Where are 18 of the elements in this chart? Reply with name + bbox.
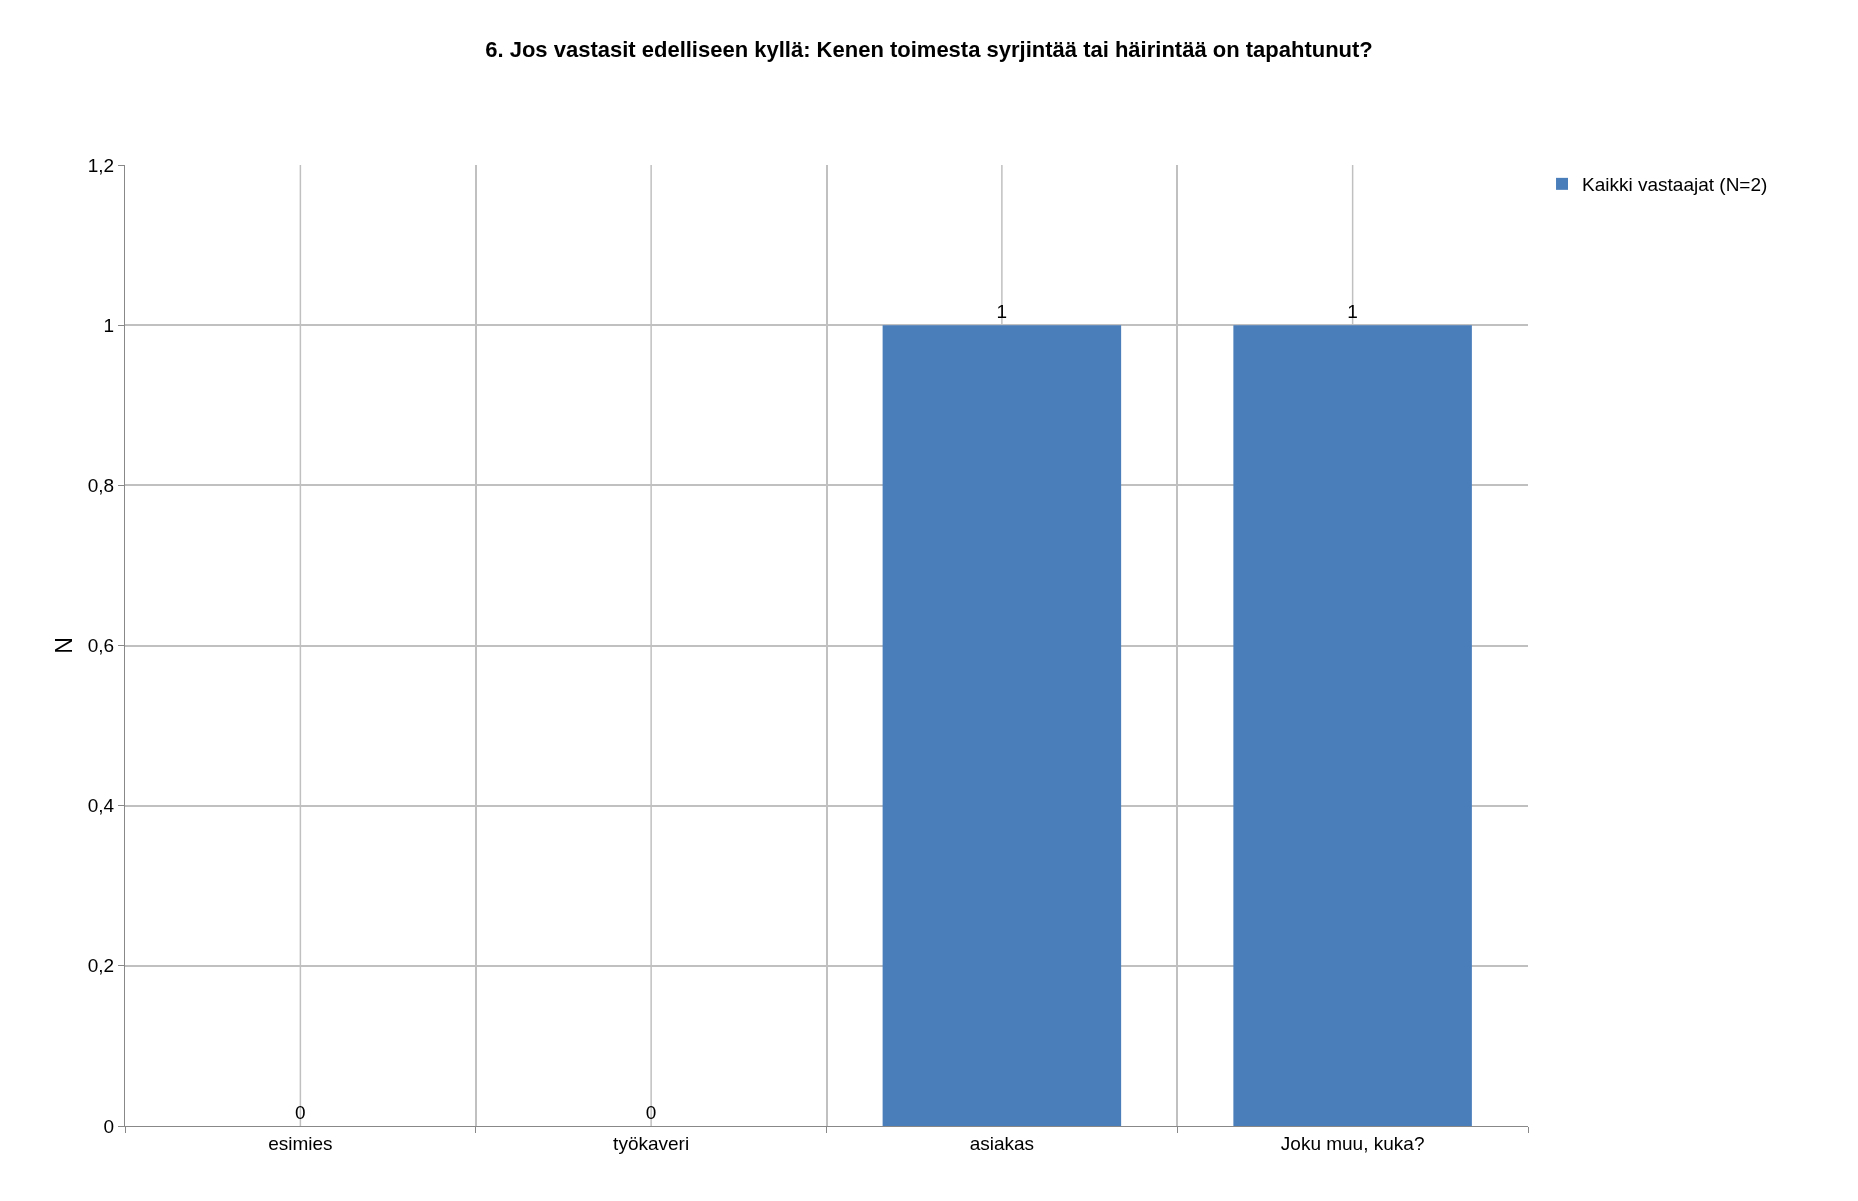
y-tick-label: 0,8 <box>87 474 115 496</box>
x-tick-label: asiakas <box>969 1132 1035 1154</box>
data-label: 0 <box>295 1102 306 1123</box>
legend-label: Kaikki vastaajat (N=2) <box>1582 174 1768 196</box>
y-tick-label: 0,6 <box>87 635 115 657</box>
y-tick-label: 1 <box>103 314 115 336</box>
data-label: 1 <box>996 301 1008 323</box>
y-tick-label: 0,2 <box>87 955 115 977</box>
x-tick-label: työkaveri <box>613 1132 690 1154</box>
x-tick-label: esimies <box>268 1132 333 1154</box>
data-label: 0 <box>645 1102 657 1123</box>
chart-title: 6. Jos vastasit edelliseen kyllä: Kenen toimesta syrjintää tai häirintää on tapahtunut? <box>485 37 1373 63</box>
y-tick-label: 0,4 <box>87 795 115 817</box>
data-label: 1 <box>1347 301 1358 323</box>
y-axis-title: N <box>51 637 78 654</box>
y-tick-label: 1,2 <box>87 154 115 176</box>
x-tick-label: Joku muu, kuka? <box>1280 1132 1425 1154</box>
y-tick-label: 0 <box>103 1115 115 1137</box>
